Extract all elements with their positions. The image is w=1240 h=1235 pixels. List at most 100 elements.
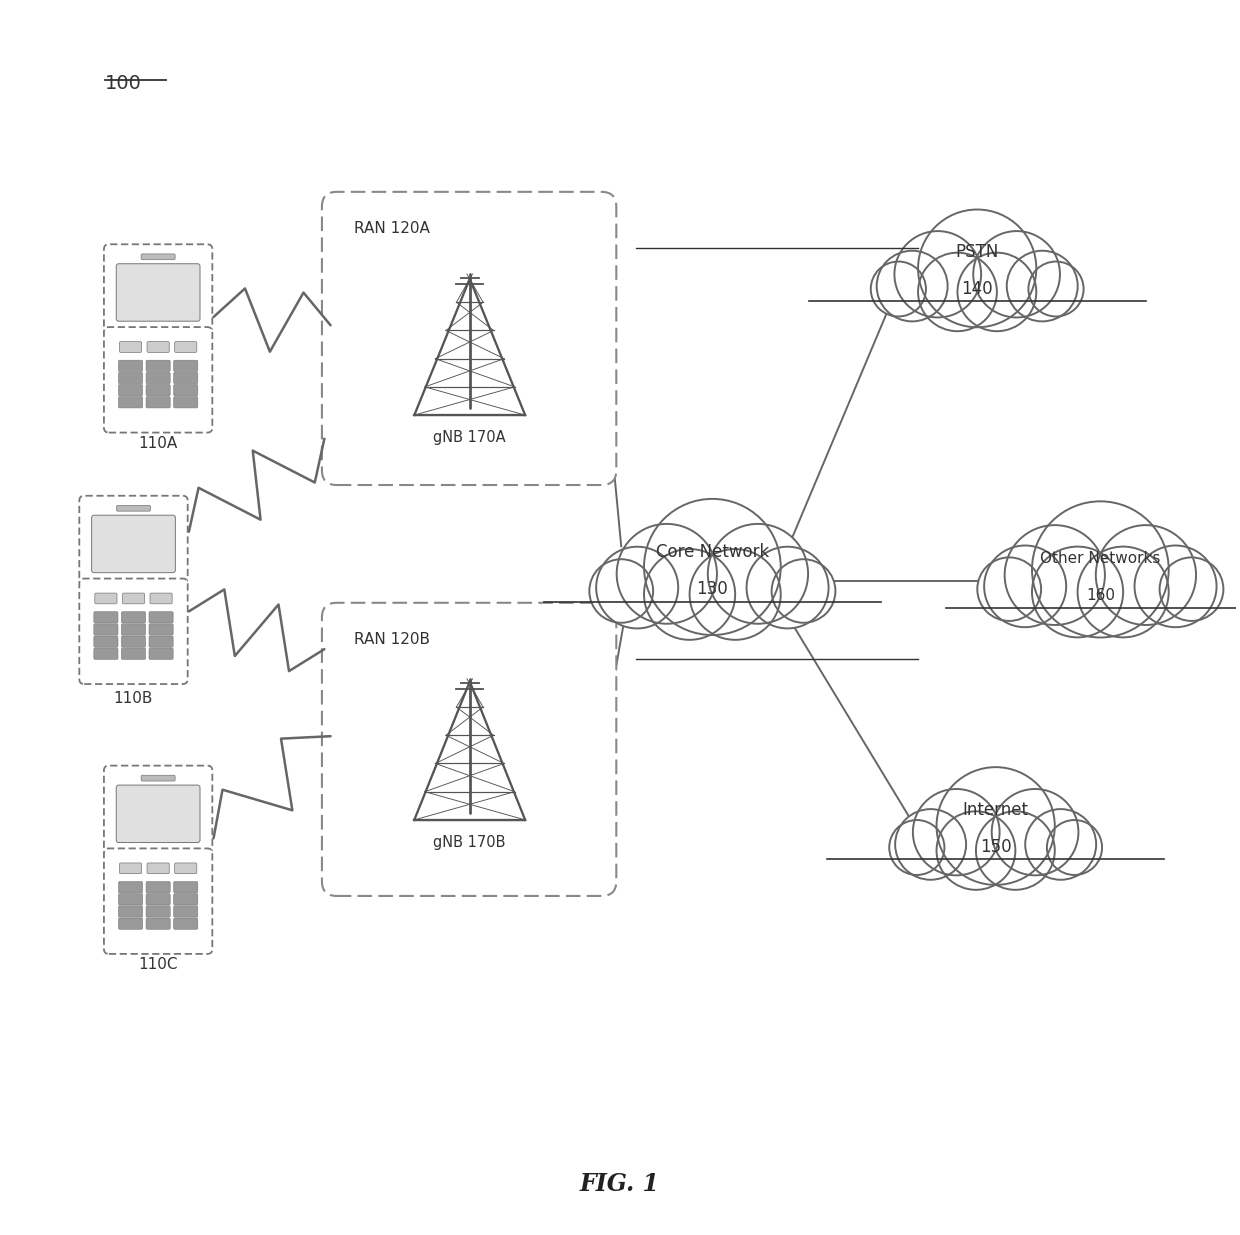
Circle shape	[1047, 820, 1102, 874]
FancyBboxPatch shape	[146, 384, 170, 395]
FancyBboxPatch shape	[119, 361, 143, 372]
FancyBboxPatch shape	[149, 611, 174, 622]
Circle shape	[1028, 262, 1084, 316]
FancyBboxPatch shape	[148, 863, 169, 873]
Circle shape	[616, 524, 717, 624]
FancyBboxPatch shape	[146, 918, 170, 929]
Circle shape	[894, 231, 981, 317]
FancyBboxPatch shape	[122, 648, 145, 659]
FancyBboxPatch shape	[119, 384, 143, 395]
Circle shape	[589, 559, 653, 622]
Circle shape	[1159, 557, 1224, 621]
Circle shape	[976, 811, 1055, 890]
FancyBboxPatch shape	[79, 578, 187, 684]
Circle shape	[992, 789, 1079, 876]
FancyBboxPatch shape	[149, 624, 174, 635]
Circle shape	[644, 499, 781, 635]
FancyBboxPatch shape	[117, 264, 200, 321]
FancyBboxPatch shape	[146, 396, 170, 408]
FancyBboxPatch shape	[175, 863, 197, 873]
Circle shape	[936, 767, 1055, 885]
Text: Core Network: Core Network	[656, 543, 769, 562]
FancyBboxPatch shape	[174, 918, 198, 929]
FancyBboxPatch shape	[94, 593, 117, 604]
FancyBboxPatch shape	[174, 361, 198, 372]
FancyBboxPatch shape	[146, 361, 170, 372]
FancyBboxPatch shape	[146, 372, 170, 384]
FancyBboxPatch shape	[79, 495, 187, 583]
Circle shape	[913, 789, 999, 876]
FancyBboxPatch shape	[123, 593, 145, 604]
Text: gNB 170B: gNB 170B	[434, 835, 506, 850]
Circle shape	[985, 546, 1066, 627]
FancyBboxPatch shape	[174, 882, 198, 893]
Text: 130: 130	[697, 580, 728, 598]
FancyBboxPatch shape	[322, 191, 616, 485]
Text: RAN 120A: RAN 120A	[353, 221, 430, 236]
FancyBboxPatch shape	[146, 882, 170, 893]
FancyBboxPatch shape	[141, 776, 175, 781]
Circle shape	[771, 559, 836, 622]
FancyBboxPatch shape	[119, 918, 143, 929]
Text: 140: 140	[961, 280, 993, 298]
Circle shape	[936, 811, 1016, 890]
FancyBboxPatch shape	[104, 848, 212, 953]
Text: 100: 100	[105, 74, 143, 93]
Text: PSTN: PSTN	[956, 243, 999, 261]
Text: 150: 150	[980, 837, 1012, 856]
FancyBboxPatch shape	[94, 648, 118, 659]
FancyBboxPatch shape	[174, 396, 198, 408]
FancyBboxPatch shape	[322, 603, 616, 895]
FancyBboxPatch shape	[174, 384, 198, 395]
FancyBboxPatch shape	[104, 245, 212, 331]
FancyBboxPatch shape	[149, 648, 174, 659]
Circle shape	[644, 550, 735, 640]
FancyBboxPatch shape	[122, 636, 145, 647]
Text: RAN 120B: RAN 120B	[353, 632, 430, 647]
Text: Other Networks: Other Networks	[1040, 551, 1161, 566]
Text: 110C: 110C	[139, 957, 177, 972]
Circle shape	[918, 210, 1037, 327]
Text: Internet: Internet	[962, 802, 1029, 819]
FancyBboxPatch shape	[92, 515, 175, 573]
Circle shape	[895, 809, 966, 879]
FancyBboxPatch shape	[119, 342, 141, 352]
FancyBboxPatch shape	[174, 905, 198, 918]
FancyBboxPatch shape	[119, 905, 143, 918]
FancyBboxPatch shape	[174, 372, 198, 384]
Circle shape	[708, 524, 808, 624]
FancyBboxPatch shape	[119, 372, 143, 384]
Text: gNB 170A: gNB 170A	[434, 430, 506, 445]
Circle shape	[1032, 501, 1169, 637]
Circle shape	[973, 231, 1060, 317]
Text: FIG. 1: FIG. 1	[580, 1172, 660, 1197]
FancyBboxPatch shape	[149, 636, 174, 647]
FancyBboxPatch shape	[141, 254, 175, 259]
FancyBboxPatch shape	[94, 624, 118, 635]
Text: 160: 160	[1086, 588, 1115, 603]
FancyBboxPatch shape	[119, 396, 143, 408]
Circle shape	[918, 253, 997, 331]
Circle shape	[870, 262, 926, 316]
Circle shape	[1032, 547, 1123, 637]
Circle shape	[1025, 809, 1096, 879]
Circle shape	[746, 547, 828, 629]
Text: 110B: 110B	[114, 692, 154, 706]
FancyBboxPatch shape	[119, 863, 141, 873]
FancyBboxPatch shape	[94, 611, 118, 622]
FancyBboxPatch shape	[117, 505, 150, 511]
FancyBboxPatch shape	[148, 342, 169, 352]
Circle shape	[1007, 251, 1078, 321]
FancyBboxPatch shape	[175, 342, 197, 352]
Circle shape	[1004, 525, 1105, 625]
FancyBboxPatch shape	[104, 766, 212, 852]
FancyBboxPatch shape	[119, 882, 143, 893]
FancyBboxPatch shape	[122, 611, 145, 622]
Circle shape	[689, 550, 781, 640]
Circle shape	[977, 557, 1042, 621]
FancyBboxPatch shape	[146, 894, 170, 905]
FancyBboxPatch shape	[94, 636, 118, 647]
Text: 110A: 110A	[139, 436, 177, 451]
FancyBboxPatch shape	[117, 785, 200, 842]
Circle shape	[889, 820, 945, 874]
